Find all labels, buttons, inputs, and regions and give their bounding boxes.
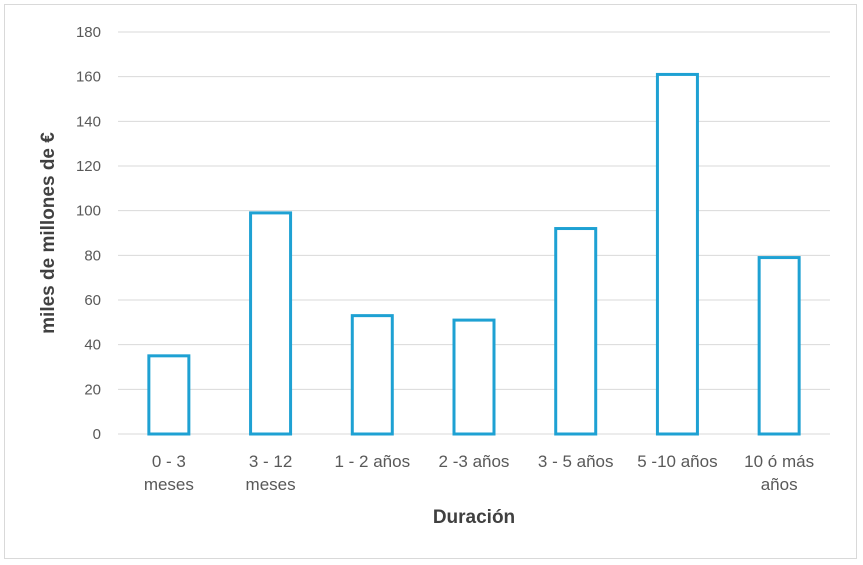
y-tick-label: 40 bbox=[84, 337, 101, 354]
bar bbox=[757, 256, 801, 436]
x-tick-label-line: 1 - 2 años bbox=[334, 452, 410, 471]
y-tick-label: 100 bbox=[76, 203, 101, 220]
chart-frame bbox=[4, 4, 857, 559]
x-tick-label: 10 ó más años bbox=[744, 452, 814, 494]
bar bbox=[350, 314, 394, 436]
x-tick-label-line: 3 - 12 bbox=[249, 452, 292, 471]
x-tick-label: 0 - 3 meses bbox=[144, 452, 194, 494]
y-tick-label: 160 bbox=[76, 69, 101, 86]
y-tick-label: 140 bbox=[76, 113, 101, 130]
bar bbox=[147, 354, 191, 436]
bar bbox=[452, 318, 496, 436]
x-axis-labels: 0 - 3 meses 3 - 12 meses 1 - 2 años 2 -3 años… bbox=[144, 452, 814, 494]
bar bbox=[554, 227, 598, 436]
y-tick-label: 0 bbox=[93, 426, 101, 443]
x-tick-label: 1 - 2 años bbox=[334, 452, 410, 471]
x-tick-label-line: meses bbox=[246, 475, 296, 494]
x-tick-label-line: 2 -3 años bbox=[439, 452, 510, 471]
gridlines bbox=[118, 31, 830, 435]
y-axis-title: miles de millones de € bbox=[38, 132, 59, 334]
x-axis-title: Duración bbox=[433, 507, 515, 528]
y-tick-label: 20 bbox=[84, 381, 101, 398]
x-tick-label: 5 -10 años bbox=[637, 452, 717, 471]
x-tick-label-line: 10 ó más bbox=[744, 452, 814, 471]
y-axis-ticks: 0 20 40 60 80 100 120 140 160 180 bbox=[76, 24, 101, 443]
x-tick-label-line: años bbox=[761, 475, 798, 494]
x-tick-label: 3 - 5 años bbox=[538, 452, 614, 471]
bar bbox=[249, 211, 293, 436]
y-tick-label: 180 bbox=[76, 24, 101, 41]
x-tick-label-line: 0 - 3 bbox=[152, 452, 186, 471]
x-tick-label-line: 5 -10 años bbox=[637, 452, 717, 471]
bar bbox=[655, 72, 699, 436]
x-tick-label-line: 3 - 5 años bbox=[538, 452, 614, 471]
x-tick-label: 2 -3 años bbox=[439, 452, 510, 471]
x-tick-label: 3 - 12 meses bbox=[246, 452, 296, 494]
y-tick-label: 80 bbox=[84, 247, 101, 264]
y-tick-label: 120 bbox=[76, 158, 101, 175]
x-tick-label-line: meses bbox=[144, 475, 194, 494]
y-tick-label: 60 bbox=[84, 292, 101, 309]
bars bbox=[147, 72, 801, 436]
